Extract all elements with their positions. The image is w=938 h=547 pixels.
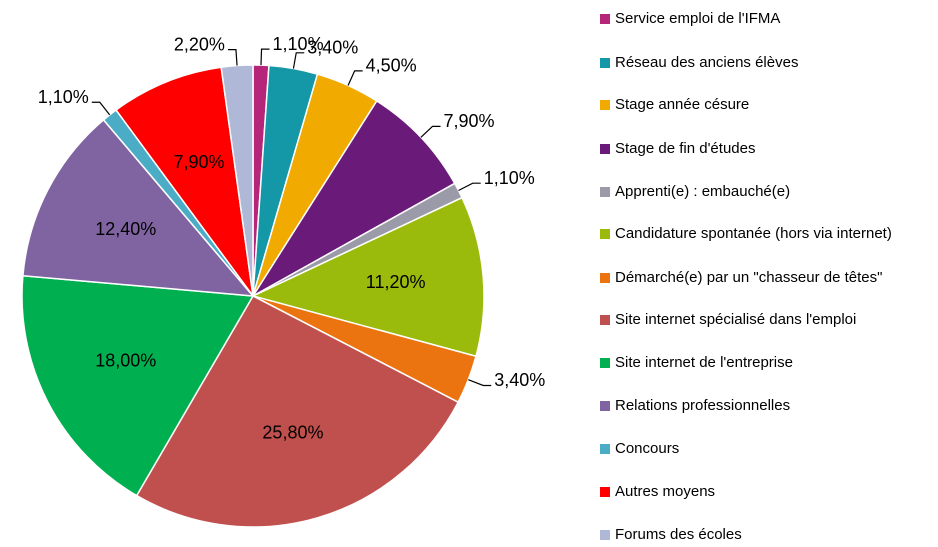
legend-label: Stage année césure: [615, 96, 750, 113]
data-label: 7,90%: [444, 111, 495, 131]
legend-item: Site internet de l'entreprise: [600, 354, 930, 371]
data-label: 11,20%: [366, 272, 426, 292]
legend-label: Site internet de l'entreprise: [615, 354, 793, 371]
legend-item: Stage année césure: [600, 96, 930, 113]
data-label: 3,40%: [494, 370, 545, 390]
data-label: 4,50%: [366, 56, 417, 76]
legend-label: Site internet spécialisé dans l'emploi: [615, 311, 857, 328]
data-label: 1,10%: [484, 168, 535, 188]
legend-item: Stage de fin d'études: [600, 140, 930, 157]
legend-item: Démarché(e) par un "chasseur de têtes": [600, 269, 930, 286]
legend-label: Candidature spontanée (hors via internet…: [615, 225, 892, 242]
data-label: 18,00%: [95, 351, 156, 371]
legend-item: Autres moyens: [600, 483, 930, 500]
legend-swatch: [600, 530, 610, 540]
legend-swatch: [600, 58, 610, 68]
legend-swatch: [600, 229, 610, 239]
pie-slice: [21, 274, 255, 497]
legend-label: Relations professionnelles: [615, 397, 791, 414]
pie-slice: [22, 118, 255, 297]
legend-label: Apprenti(e) : embauché(e): [615, 183, 791, 200]
legend-item: Site internet spécialisé dans l'emploi: [600, 311, 930, 328]
legend-swatch: [600, 14, 610, 24]
legend-item: Service emploi de l'IFMA: [600, 10, 930, 27]
legend-label: Stage de fin d'études: [615, 140, 756, 157]
legend-item: Apprenti(e) : embauché(e): [600, 183, 930, 200]
legend-label: Démarché(e) par un "chasseur de têtes": [615, 269, 883, 286]
data-label: 3,40%: [307, 38, 358, 58]
legend-swatch: [600, 401, 610, 411]
data-label: 7,90%: [174, 152, 225, 172]
legend-swatch: [600, 315, 610, 325]
legend-swatch: [600, 187, 610, 197]
leader-line: [347, 70, 363, 86]
legend-swatch: [600, 358, 610, 368]
leader-line: [420, 125, 441, 138]
legend-swatch: [600, 273, 610, 283]
leader-line: [91, 101, 111, 116]
legend-item: Concours: [600, 440, 930, 457]
legend-label: Réseau des anciens élèves: [615, 54, 799, 71]
legend-item: Forums des écoles: [600, 526, 930, 543]
leader-line: [260, 48, 270, 66]
legend-item: Candidature spontanée (hors via internet…: [600, 225, 930, 242]
legend-label: Concours: [615, 440, 680, 457]
leader-line: [227, 48, 238, 66]
data-label: 1,10%: [273, 34, 324, 54]
leader-line: [292, 52, 305, 69]
legend-item: Réseau des anciens élèves: [600, 54, 930, 71]
pie-slice: [115, 66, 254, 297]
legend-label: Forums des écoles: [615, 526, 742, 543]
legend-label: Service emploi de l'IFMA: [615, 10, 781, 27]
legend-item: Relations professionnelles: [600, 397, 930, 414]
legend-label: Autres moyens: [615, 483, 716, 500]
legend-swatch: [600, 100, 610, 110]
legend-swatch: [600, 487, 610, 497]
pie-slice: [135, 295, 460, 528]
legend-swatch: [600, 144, 610, 154]
leader-line: [458, 182, 481, 192]
data-label: 12,40%: [95, 219, 156, 239]
pie-slice: [250, 196, 485, 358]
data-label: 1,10%: [38, 87, 89, 107]
data-label: 25,80%: [262, 422, 323, 442]
legend-swatch: [600, 444, 610, 454]
leader-line: [468, 379, 492, 387]
data-label: 2,20%: [174, 34, 225, 54]
